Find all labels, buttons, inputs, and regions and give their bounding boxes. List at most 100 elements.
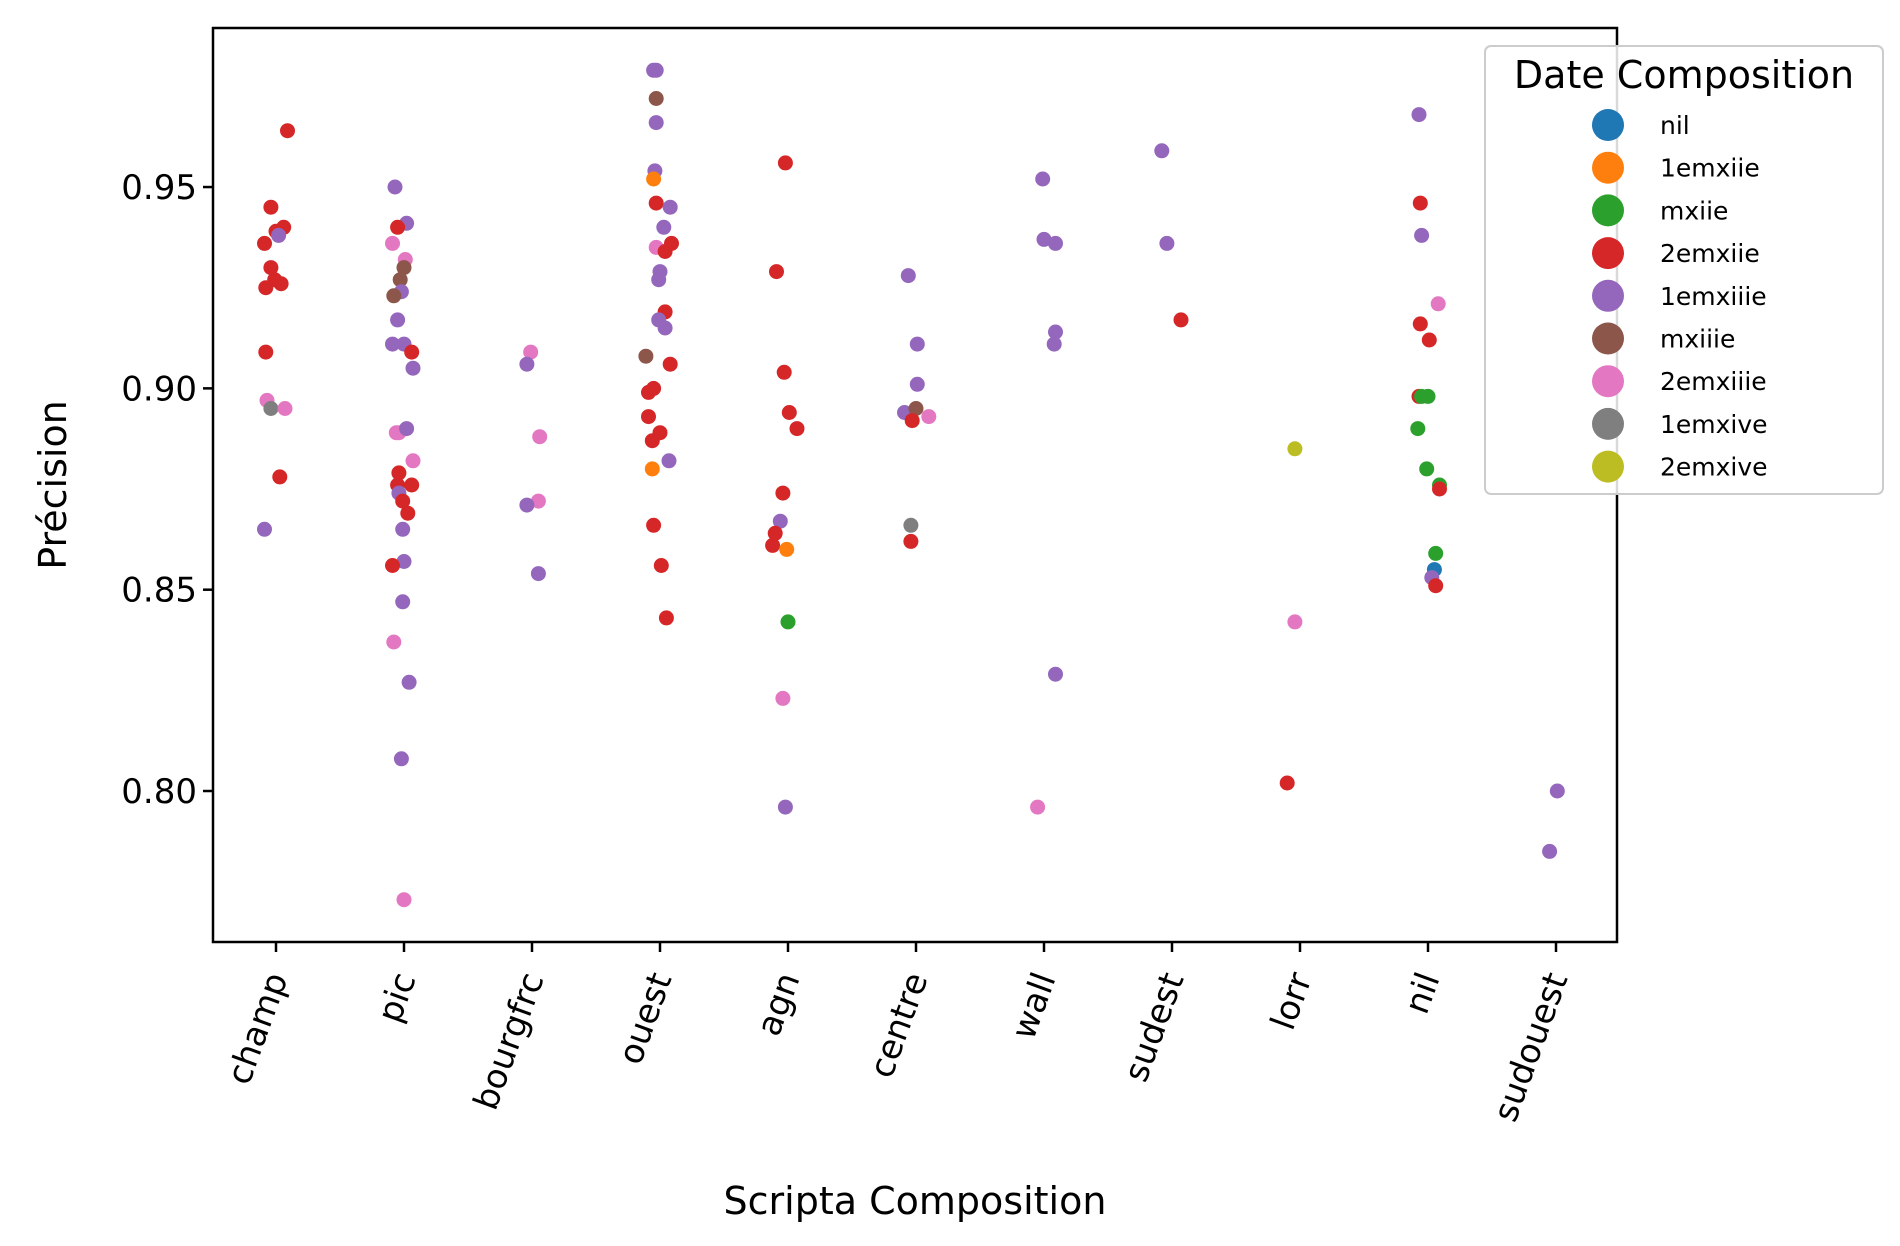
point-bourgfrc-48 <box>523 344 539 360</box>
legend-marker-1emxiiie <box>1592 279 1624 312</box>
point-centre-97 <box>909 336 925 352</box>
point-pic-26 <box>385 336 400 352</box>
x-tick-label-wall: wall <box>1004 967 1065 1044</box>
y-tick-label-3: 0.95 <box>121 168 197 208</box>
point-pic-22 <box>392 272 408 288</box>
data-points <box>257 62 1565 908</box>
point-ouest-57 <box>648 115 664 131</box>
point-ouest-67 <box>651 272 667 288</box>
point-wall-110 <box>1048 666 1063 682</box>
point-nil-131 <box>1428 545 1444 561</box>
point-nil-134 <box>1428 578 1444 594</box>
point-nil-126 <box>1420 388 1436 404</box>
legend-label-1emxive: 1emxive <box>1660 410 1768 439</box>
point-nil-118 <box>1411 107 1427 123</box>
point-ouest-81 <box>653 558 669 573</box>
point-pic-28 <box>404 344 420 360</box>
point-agn-91 <box>765 537 781 553</box>
point-sudouest-136 <box>1542 843 1558 859</box>
y-axis: 0.80 0.85 0.90 0.95 <box>121 168 213 812</box>
point-pic-21 <box>396 260 412 276</box>
x-tick-label-centre: centre <box>862 967 937 1083</box>
point-pic-45 <box>401 674 417 690</box>
point-centre-104 <box>903 533 919 549</box>
y-axis-label: Précision <box>31 400 75 570</box>
point-pic-43 <box>395 594 411 610</box>
point-ouest-74 <box>641 384 656 400</box>
point-ouest-80 <box>646 517 662 533</box>
point-lorr-116 <box>1287 614 1303 630</box>
point-nil-123 <box>1421 332 1437 348</box>
x-tick-label-agn: agn <box>749 967 808 1041</box>
legend-marker-2emxive <box>1592 450 1624 483</box>
point-pic-39 <box>400 505 416 521</box>
point-centre-103 <box>903 517 919 533</box>
point-wall-108 <box>1048 324 1063 340</box>
x-axis-label: Scripta Composition <box>724 1179 1107 1223</box>
point-nil-128 <box>1419 461 1435 477</box>
point-champ-4 <box>271 227 287 243</box>
point-pic-19 <box>385 235 400 251</box>
point-agn-88 <box>775 485 791 501</box>
x-axis: champ pic bourgfrc ouest agn centre wall sudest… <box>219 942 1576 1127</box>
point-wall-111 <box>1030 799 1046 815</box>
point-nil-127 <box>1410 421 1426 437</box>
point-sudest-112 <box>1154 143 1170 159</box>
x-tick-label-nil: nil <box>1397 967 1448 1019</box>
point-ouest-75 <box>641 409 656 425</box>
x-tick-label-sudouest: sudouest <box>1486 967 1577 1126</box>
point-pic-34 <box>391 465 407 481</box>
point-champ-5 <box>257 235 272 251</box>
point-champ-0 <box>280 123 295 139</box>
point-centre-100 <box>908 401 924 416</box>
point-pic-16 <box>387 179 403 195</box>
legend-label-1emxiiie: 1emxiiie <box>1660 282 1767 311</box>
point-ouest-71 <box>638 348 654 364</box>
point-champ-15 <box>257 521 272 537</box>
point-pic-44 <box>386 634 402 650</box>
point-agn-85 <box>776 364 792 380</box>
y-tick-label-1: 0.85 <box>121 571 197 611</box>
legend-label-2emxive: 2emxive <box>1660 453 1768 482</box>
point-pic-42 <box>385 558 400 573</box>
point-sudest-114 <box>1173 312 1189 328</box>
point-champ-8 <box>273 276 289 292</box>
point-pic-47 <box>396 892 412 908</box>
point-champ-6 <box>263 260 279 276</box>
point-pic-33 <box>405 453 421 469</box>
point-ouest-59 <box>646 171 662 187</box>
point-bourgfrc-52 <box>519 497 535 513</box>
x-tick-label-bourgfrc: bourgfrc <box>466 967 552 1115</box>
legend-entries: nil 1emxiie mxiie 2emxiie 1emxiiie mxiiie 2emx… <box>1592 109 1768 483</box>
point-agn-89 <box>772 513 788 529</box>
legend-title: Date Composition <box>1514 53 1854 97</box>
point-champ-12 <box>263 401 279 416</box>
point-ouest-62 <box>656 219 672 235</box>
point-sudouest-135 <box>1549 783 1565 799</box>
point-ouest-61 <box>662 199 678 215</box>
legend-marker-1emxiie <box>1592 151 1624 184</box>
point-agn-95 <box>777 799 793 815</box>
point-bourgfrc-50 <box>532 429 548 445</box>
point-pic-46 <box>393 751 409 767</box>
point-nil-120 <box>1414 227 1430 243</box>
point-wall-106 <box>1036 231 1052 247</box>
point-lorr-115 <box>1287 441 1303 457</box>
x-tick-label-pic: pic <box>370 967 425 1027</box>
point-centre-98 <box>909 376 925 392</box>
legend-marker-1emxive <box>1592 407 1624 440</box>
x-tick-label-ouest: ouest <box>611 967 681 1069</box>
point-agn-92 <box>779 541 795 557</box>
point-bourgfrc-53 <box>530 566 546 582</box>
legend-label-mxiie: mxiie <box>1660 196 1728 225</box>
point-agn-87 <box>789 421 805 437</box>
point-champ-1 <box>263 199 279 215</box>
point-agn-84 <box>769 264 784 280</box>
x-tick-label-lorr: lorr <box>1263 967 1320 1035</box>
point-ouest-82 <box>658 610 674 626</box>
point-agn-90 <box>767 525 783 541</box>
legend-marker-2emxiiie <box>1592 365 1624 398</box>
point-nil-121 <box>1430 296 1446 312</box>
point-champ-9 <box>258 280 274 296</box>
